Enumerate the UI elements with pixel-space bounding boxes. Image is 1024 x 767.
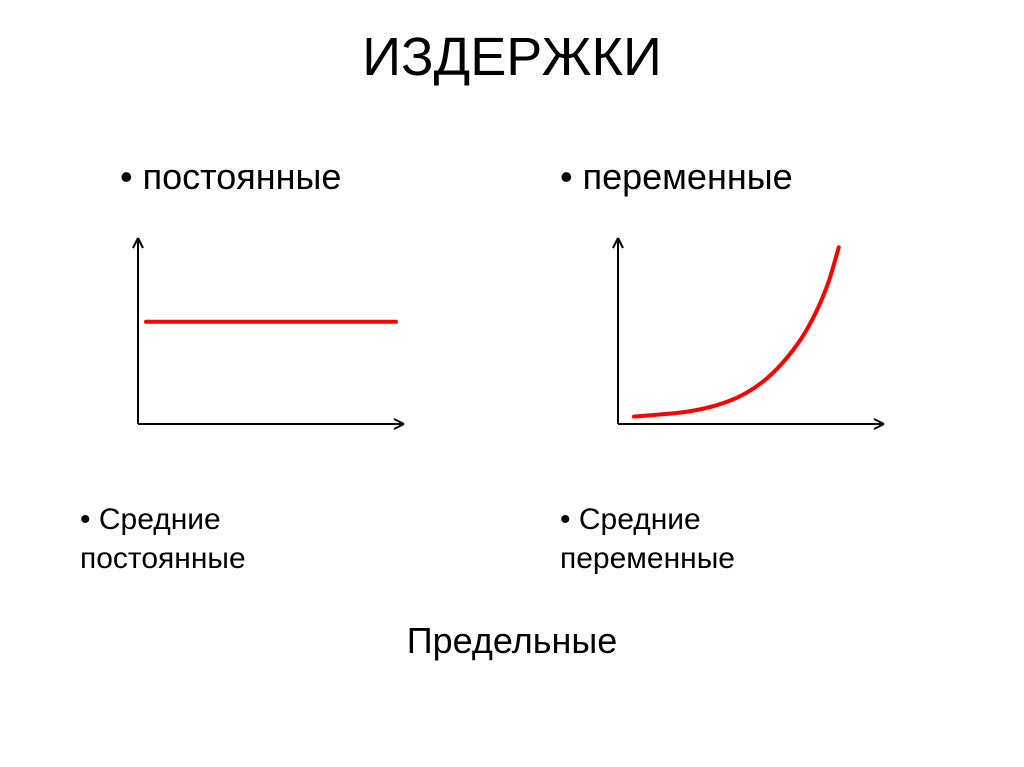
slide: ИЗДЕРЖКИ постоянные Средние постоянные п…	[0, 0, 1024, 767]
chart-left	[120, 232, 410, 442]
right-sub-bullet: Средние переменные	[560, 500, 880, 578]
left-sub-bullet: Средние постоянные	[80, 500, 380, 578]
right-bullet: переменные	[560, 156, 793, 198]
left-bullet: постоянные	[120, 156, 341, 198]
bottom-label: Предельные	[0, 620, 1024, 662]
chart-right	[600, 232, 890, 442]
slide-title: ИЗДЕРЖКИ	[0, 26, 1024, 88]
